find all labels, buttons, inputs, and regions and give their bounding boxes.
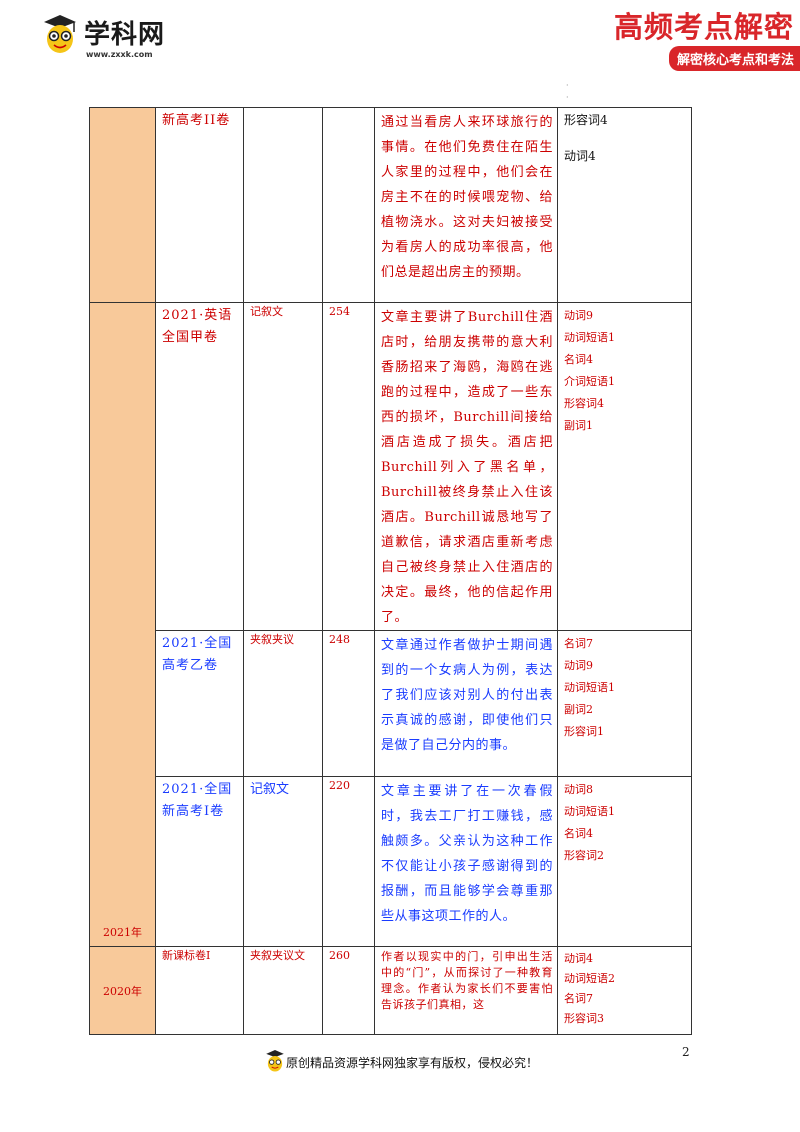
word-stat: 动词9 — [564, 659, 593, 672]
word-stat: 动词9 — [564, 309, 593, 322]
summary-cell: 文章主要讲了Burchill住酒店时，给朋友携带的意大利香肠招来了海鸥，海鸥在逃… — [374, 302, 558, 631]
source-cell: 2021·全国新高考I卷 — [155, 776, 244, 947]
word-stat: 形容词4 — [564, 397, 604, 410]
word-stat: 动词短语1 — [564, 331, 615, 344]
summary-cell: 作者以现实中的门，引申出生活中的“门”，从而探讨了一种教育理念。作者认为家长们不… — [374, 946, 558, 1035]
table-row: 新高考II卷 通过当看房人来环球旅行的事情。在他们免费住在陌生人家里的过程中，他… — [89, 107, 692, 303]
word-stat: 副词2 — [564, 703, 593, 716]
table-row: 2020年 新课标卷I 夹叙夹议文 260 作者以现实中的门，引申出生活中的“门… — [89, 946, 692, 1035]
word-stat: 形容词4 — [564, 113, 608, 127]
word-stat: 形容词3 — [564, 1012, 604, 1025]
count-cell — [322, 107, 375, 303]
word-stats-cell: 动词8 动词短语1 名词4 形容词2 — [557, 776, 692, 947]
table-row: 2021·全国新高考I卷 记叙文 220 文章主要讲了在一次春假时，我去工厂打工… — [90, 776, 692, 947]
word-stat: 形容词2 — [564, 849, 604, 862]
source-cell: 2021·英语全国甲卷 — [155, 302, 244, 631]
genre-cell: 夹叙夹议文 — [243, 946, 323, 1035]
page-number: 2 — [682, 1045, 690, 1059]
word-stat: 动词短语1 — [564, 681, 615, 694]
year-cell-empty — [89, 107, 156, 303]
summary-cell: 文章通过作者做护士期间遇到的一个女病人为例，表达了我们应该对别人的付出表示真诚的… — [374, 630, 558, 777]
summary-cell: 文章主要讲了在一次春假时，我去工厂打工赚钱，感触颇多。父亲认为这种工作不仅能让小… — [374, 776, 558, 947]
banner-subtitle: 解密核心考点和考法 — [668, 46, 800, 71]
brand-name: 学科网 — [84, 20, 166, 50]
word-stat: 动词短语1 — [564, 805, 615, 818]
word-stat: 名词4 — [564, 353, 593, 366]
word-stat: 动词4 — [564, 149, 596, 163]
word-stats-cell: 动词4 动词短语2 名词7 形容词3 — [557, 946, 692, 1035]
table-row: 2021·全国高考乙卷 夹叙夹议 248 文章通过作者做护士期间遇到的一个女病人… — [90, 630, 692, 777]
word-stat: 副词1 — [564, 419, 593, 432]
word-stat: 动词短语2 — [564, 972, 615, 985]
topic-banner: 高频考点解密 解密核心考点和考法 — [610, 4, 800, 71]
banner-title: 高频考点解密 — [613, 10, 794, 44]
word-stat: 动词8 — [564, 783, 593, 796]
summary-cell: 通过当看房人来环球旅行的事情。在他们免费住在陌生人家里的过程中，他们会在房主不在… — [374, 107, 558, 303]
count-cell: 248 — [322, 630, 375, 777]
mascot-icon — [266, 1050, 284, 1072]
genre-cell — [243, 107, 323, 303]
count-cell: 254 — [322, 302, 375, 631]
zxxk-logo: 学科网 www.zxxk.com — [40, 12, 190, 64]
word-stat: 名词7 — [564, 637, 593, 650]
year-cell: 2021年 — [89, 302, 156, 947]
word-stat: 名词4 — [564, 827, 593, 840]
genre-cell: 夹叙夹议 — [243, 630, 323, 777]
word-stat: 介词短语1 — [564, 375, 615, 388]
brand-url: www.zxxk.com — [86, 50, 153, 59]
genre-cell: 记叙文 — [243, 302, 323, 631]
reading-analysis-table: 新高考II卷 通过当看房人来环球旅行的事情。在他们免费住在陌生人家里的过程中，他… — [89, 107, 692, 1035]
word-stat: 形容词1 — [564, 725, 604, 738]
word-stat: 名词7 — [564, 992, 593, 1005]
copyright-notice: 原创精品资源学科网独家享有版权，侵权必究！ — [286, 1056, 539, 1070]
word-stats-cell: 形容词4 动词4 — [557, 107, 692, 303]
count-cell: 220 — [322, 776, 375, 947]
source-cell: 新高考II卷 — [155, 107, 244, 303]
word-stat: 动词4 — [564, 952, 593, 965]
word-stats-cell: 动词9 动词短语1 名词4 介词短语1 形容词4 副词1 — [557, 302, 692, 631]
table-row: 2021年 2021·英语全国甲卷 记叙文 254 文章主要讲了Burchill… — [89, 302, 692, 947]
word-stats-cell: 名词7 动词9 动词短语1 副词2 形容词1 — [557, 630, 692, 777]
count-cell: 260 — [322, 946, 375, 1035]
genre-cell: 记叙文 — [243, 776, 323, 947]
decorative-dots: · · — [566, 81, 569, 102]
mascot-icon — [44, 15, 76, 53]
source-cell: 2021·全国高考乙卷 — [155, 630, 244, 777]
year-cell: 2020年 — [89, 946, 156, 1035]
source-cell: 新课标卷I — [155, 946, 244, 1035]
